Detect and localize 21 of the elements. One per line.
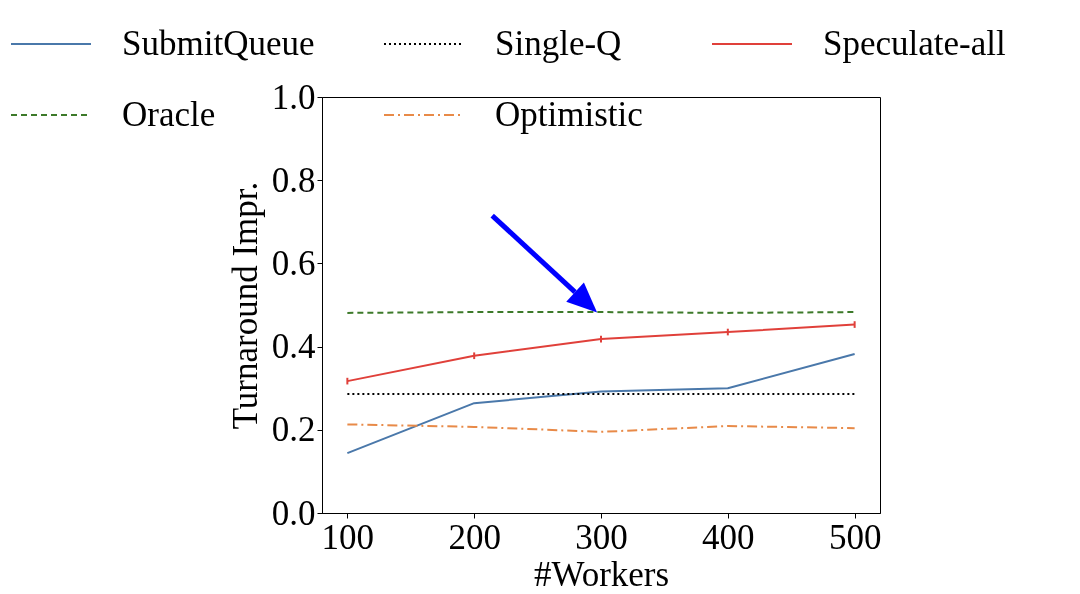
x-tick-label: 100 (321, 517, 375, 557)
line-series (346, 423, 856, 433)
y-tick-label: 0.0 (271, 493, 316, 533)
legend-label: Speculate-all (823, 24, 1006, 63)
line-series (346, 353, 856, 455)
legend-label: Oracle (122, 95, 216, 134)
y-tick-label: 1.0 (271, 77, 316, 117)
legend-label: Single-Q (495, 24, 622, 63)
y-tick-label: 0.4 (271, 327, 316, 367)
x-tick-label: 500 (828, 517, 882, 557)
y-tick-label: 0.8 (271, 160, 316, 200)
x-tick-label: 200 (448, 517, 501, 557)
line-series (346, 323, 856, 383)
legend-label: Optimistic (495, 95, 643, 134)
legend-label: SubmitQueue (122, 24, 315, 63)
x-tick-label: 400 (702, 517, 755, 557)
y-tick-label: 0.2 (271, 410, 316, 450)
y-axis-title: Turnaround Impr. (225, 181, 265, 430)
x-axis-title: #Workers (533, 554, 670, 594)
x-tick-label: 300 (575, 517, 628, 557)
y-tick-label: 0.6 (271, 243, 316, 283)
